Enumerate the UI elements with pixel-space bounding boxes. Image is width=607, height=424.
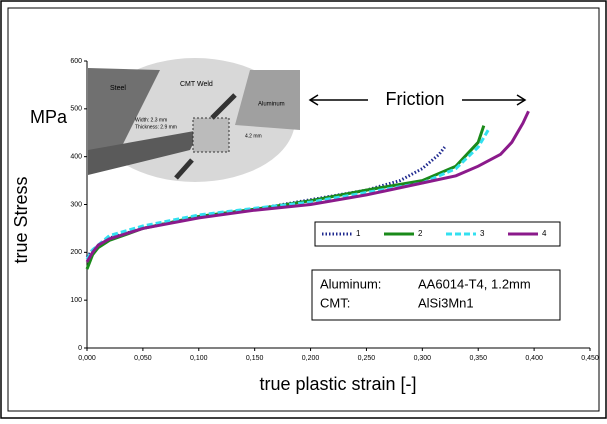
arrow <box>174 158 194 180</box>
info-key: Aluminum: <box>320 276 381 291</box>
steel-plate <box>88 68 160 150</box>
unit-label: MPa <box>30 107 68 127</box>
info-value: AlSi3Mn1 <box>418 295 474 310</box>
specimen <box>192 117 230 153</box>
x-tick-label: 0,450 <box>581 355 599 362</box>
y-tick-label: 100 <box>70 297 82 304</box>
y-tick-label: 0 <box>78 345 82 352</box>
x-tick-label: 0,000 <box>78 355 96 362</box>
y-tick-label: 500 <box>70 106 82 113</box>
aluminum-plate <box>235 70 300 130</box>
x-axis-label: true plastic strain [-] <box>259 374 416 394</box>
legend-label: 3 <box>480 229 485 238</box>
inset-label: CMT Weld <box>180 81 213 88</box>
inset-label: Thickness: 2.9 mm <box>135 124 177 130</box>
inset-diagram: Steel CMT Weld Aluminum Width: 2.3 mm Th… <box>88 58 300 187</box>
inset-label: Width: 2.3 mm <box>135 117 167 123</box>
info-box <box>311 269 561 321</box>
inset-label: Steel <box>110 85 126 92</box>
y-tick-label: 300 <box>70 201 82 208</box>
inset-label: Aluminum <box>258 102 285 108</box>
friction-arrows <box>308 94 527 106</box>
inner-frame <box>7 7 600 412</box>
x-tick-label: 0,100 <box>190 355 208 362</box>
legend-label: 4 <box>542 229 547 238</box>
series-line <box>85 127 491 261</box>
x-tick-label: 0,350 <box>469 355 487 362</box>
series-line <box>85 110 530 263</box>
x-tick-label: 0,200 <box>302 355 320 362</box>
legend-label: 1 <box>356 229 361 238</box>
info-key: CMT: <box>320 295 350 310</box>
x-tick-label: 0,300 <box>414 355 432 362</box>
x-tick-label: 0,250 <box>358 355 376 362</box>
x-tick-label: 0,050 <box>134 355 152 362</box>
arrow <box>210 93 237 120</box>
x-tick-label: 0,150 <box>246 355 264 362</box>
info-value: AA6014-T4, 1.2mm <box>418 276 531 291</box>
y-tick-label: 200 <box>70 249 82 256</box>
annotation: Friction <box>385 89 444 109</box>
inset-label: 4.2 mm <box>245 133 262 139</box>
y-tick-label: 600 <box>70 58 82 65</box>
y-axis-label: true Stress <box>11 176 31 263</box>
steel-edge <box>88 130 200 175</box>
x-tick-label: 0,400 <box>525 355 543 362</box>
legend-label: 2 <box>418 229 423 238</box>
y-tick-label: 400 <box>70 154 82 161</box>
